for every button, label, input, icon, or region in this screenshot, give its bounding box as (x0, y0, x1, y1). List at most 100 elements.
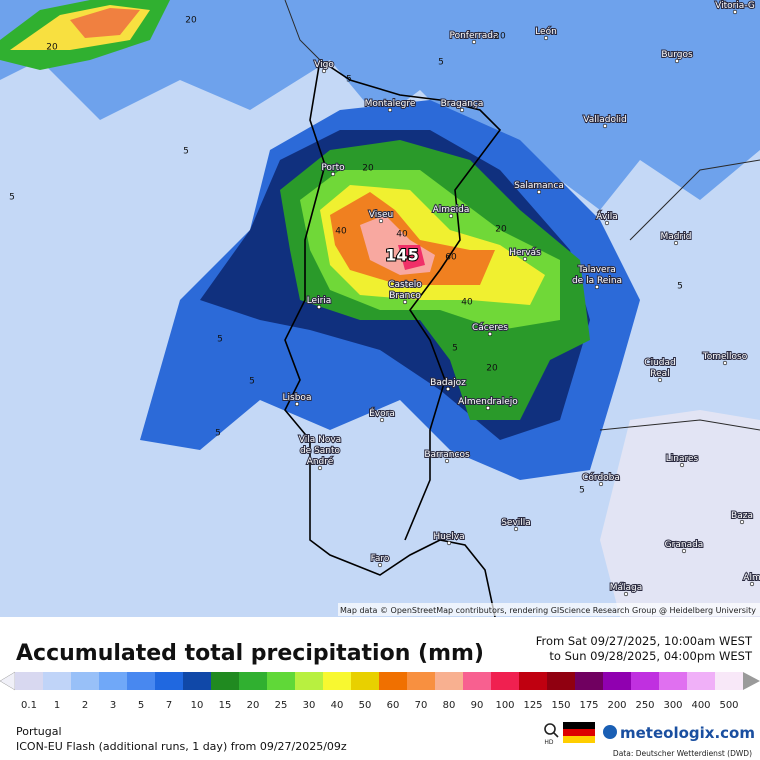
contour-label: 5 (249, 377, 255, 387)
legend-swatch (519, 672, 547, 690)
city-label: Ciudad (644, 358, 675, 368)
legend-label: 300 (663, 700, 682, 711)
city-dot (444, 458, 450, 464)
legend-swatch (603, 672, 631, 690)
max-label: 145 (385, 246, 418, 265)
city-label: Real (650, 369, 669, 379)
city-dot (722, 360, 728, 366)
legend-label: 3 (110, 700, 116, 711)
legend-swatch (43, 672, 71, 690)
contour-label: 5 (215, 429, 221, 439)
period-from: From Sat 09/27/2025, 10:00am WEST (536, 634, 753, 648)
city-label: Burgos (661, 50, 693, 60)
city-dot (487, 331, 493, 337)
legend-label: 250 (635, 700, 654, 711)
legend-label: 15 (219, 700, 232, 711)
contour-label: 5 (579, 486, 585, 496)
legend-swatch (71, 672, 99, 690)
city-dot (387, 107, 393, 113)
legend-label: 125 (523, 700, 542, 711)
flag-stripe (563, 729, 595, 736)
flag-stripe (563, 736, 595, 743)
map: Map data © OpenStreetMap contributors, r… (0, 0, 760, 618)
city-dot (321, 68, 327, 74)
region-border (284, 0, 760, 431)
city-dot (602, 123, 608, 129)
contour-label: 20 (486, 364, 498, 374)
city-label: Talavera (577, 265, 616, 275)
contour-label: 5 (677, 282, 683, 292)
city-dot (445, 386, 451, 392)
zoom-icon[interactable] (544, 723, 556, 735)
legend-swatch (295, 672, 323, 690)
hd-label[interactable]: HD (544, 739, 554, 746)
city-dot (377, 562, 383, 568)
legend: 0.1 1 2 3 5 7 10 15 20 25 30 40 50 60 70 80 90 100 125 150 1… (0, 671, 760, 711)
legend-label: 7 (166, 700, 172, 711)
city-dot (681, 548, 687, 554)
city-label: Madrid (661, 232, 692, 242)
contour-label: 40 (335, 227, 347, 237)
legend-swatch (435, 672, 463, 690)
legend-label: 175 (579, 700, 598, 711)
brand[interactable]: meteologix.com (620, 724, 755, 742)
city-label: Évora (369, 407, 395, 419)
contour-label: 20 (362, 164, 374, 174)
city-label: Hervás (509, 248, 541, 258)
legend-swatch (183, 672, 211, 690)
legend-swatch (547, 672, 575, 690)
city-label: Alm (743, 573, 760, 583)
legend-label: 200 (607, 700, 626, 711)
legend-swatch (463, 672, 491, 690)
contour-label: 40 (461, 298, 473, 308)
city-label: Baza (731, 511, 753, 521)
city-label: André (307, 456, 334, 467)
city-dot (448, 213, 454, 219)
city-label: Porto (321, 163, 345, 173)
city-label: Granada (665, 540, 704, 550)
city-dot (446, 540, 452, 546)
city-dot (459, 107, 465, 113)
city-label: Bragança (441, 99, 484, 109)
city-dot (330, 171, 336, 177)
city-dot (543, 35, 549, 41)
city-dot (379, 417, 385, 423)
contour-label: 5 (452, 344, 458, 354)
city-label: Vigo (314, 60, 334, 70)
legend-label: 40 (331, 700, 344, 711)
city-label: León (535, 26, 557, 37)
legend-label: 20 (247, 700, 260, 711)
city-label: Tomelloso (702, 352, 748, 362)
border (319, 59, 502, 541)
legend-swatch (239, 672, 267, 690)
attribution-bg (338, 603, 760, 616)
legend-label: 100 (495, 700, 514, 711)
contour-label: 40 (396, 230, 408, 240)
city-label: Linares (666, 454, 699, 464)
legend-swatch (379, 672, 407, 690)
legend-swatch (99, 672, 127, 690)
legend-swatch (715, 672, 743, 690)
city-label: Barrancos (424, 450, 470, 460)
city-labels: Vitoria-G Ponferrada León Burgos Vigo Montale… (282, 0, 760, 597)
city-label: Leiria (307, 296, 332, 306)
precip-area (600, 410, 760, 617)
city-dot (674, 58, 680, 64)
city-dot (402, 299, 408, 305)
city-label: Sevilla (501, 518, 531, 528)
legend-swatch (491, 672, 519, 690)
legend-label: 150 (551, 700, 570, 711)
legend-label: 10 (191, 700, 204, 711)
city-dot (749, 581, 755, 587)
legend-label: 50 (359, 700, 372, 711)
period-to: to Sun 09/28/2025, 04:00pm WEST (549, 649, 753, 663)
precip-area (398, 245, 425, 270)
contour-label: 5 (438, 58, 444, 68)
legend-label: 1 (54, 700, 60, 711)
city-label: Lisboa (283, 393, 312, 403)
contour-label: 20 (185, 16, 197, 26)
precip-area (330, 192, 495, 285)
legend-swatch (155, 672, 183, 690)
city-label: Ponferrada (449, 31, 498, 41)
